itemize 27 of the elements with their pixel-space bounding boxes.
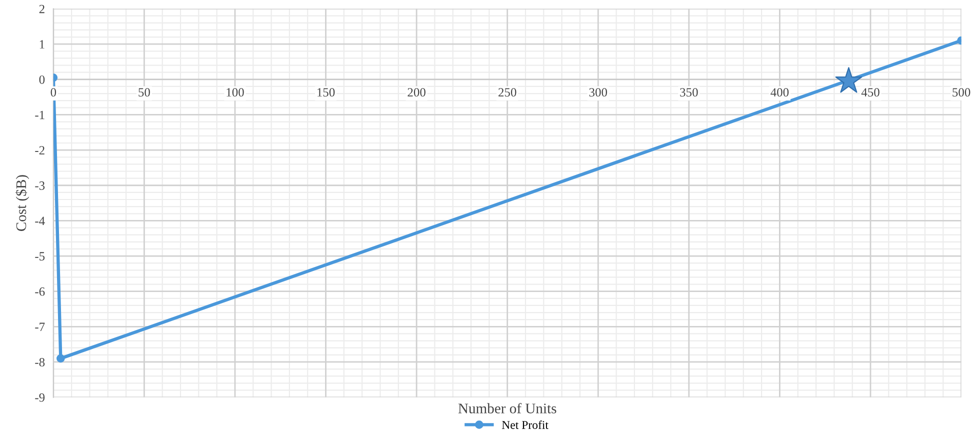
x-tick-label: 200 [408,88,426,97]
x-tick-label: 450 [861,88,880,97]
y-axis-title: Cost ($B) [15,175,30,231]
y-tick-label: -7 [35,322,45,331]
y-tick-label: -9 [35,393,45,402]
x-tick-label: 500 [952,88,970,97]
x-tick-label: 300 [589,88,608,97]
y-tick-label: -2 [35,146,44,154]
y-tick-label: -3 [35,181,45,190]
y-tick-label: 0 [39,75,45,84]
y-tick-label: 1 [40,40,44,48]
y-tick-label: -4 [35,216,45,226]
x-tick-label: 250 [498,88,516,97]
x-tick-label: 100 [226,88,244,97]
y-tick-label: -8 [35,358,45,366]
x-tick-label: 0 [50,88,56,97]
x-tick-label: 150 [317,88,335,97]
y-tick-label: -5 [35,252,45,260]
x-tick-label: 400 [770,88,789,97]
x-axis-title: Number of Units [458,402,556,414]
legend-label: Net Profit [502,420,548,429]
y-tick-label: -6 [35,287,45,296]
y-tick-label: 2 [39,4,44,14]
point [835,67,862,93]
x-tick-label: 50 [138,88,150,97]
x-tick-label: 350 [680,88,698,97]
y-tick-label: -1 [35,110,44,120]
